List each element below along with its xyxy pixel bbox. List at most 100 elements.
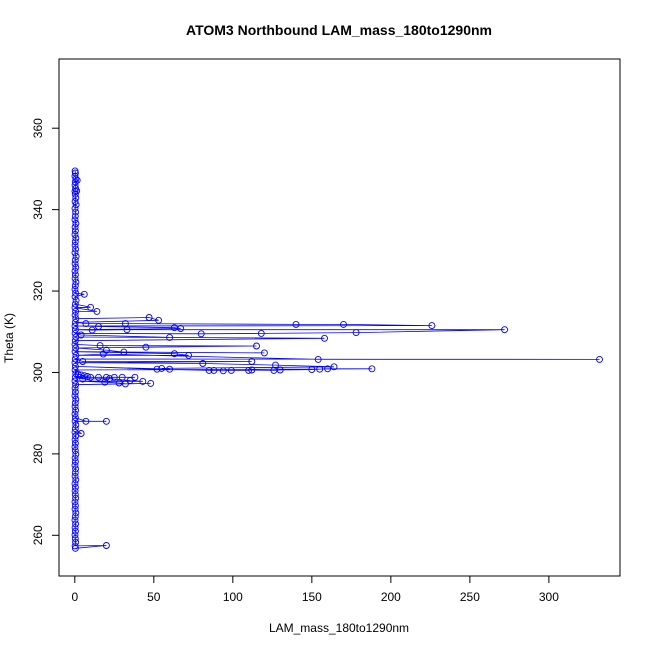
- data-point: [72, 201, 80, 209]
- data-point: [71, 204, 79, 212]
- data-point: [71, 384, 79, 392]
- data-point: [73, 187, 81, 195]
- data-point: [71, 260, 79, 268]
- data-point: [71, 256, 79, 264]
- data-point: [71, 436, 79, 444]
- data-point: [72, 315, 80, 323]
- data-point: [72, 381, 80, 389]
- data-point: [71, 271, 79, 279]
- data-point: [71, 425, 79, 433]
- data-point: [72, 289, 80, 297]
- data-point: [71, 505, 79, 513]
- data-point: [71, 410, 79, 418]
- data-point: [71, 359, 79, 367]
- data-point: [185, 351, 193, 359]
- y-tick-label: 260: [31, 525, 45, 545]
- data-point: [71, 198, 79, 205]
- data-point: [71, 399, 79, 407]
- plot-frame: [58, 58, 621, 577]
- data-point: [245, 366, 253, 374]
- data-point: [72, 263, 80, 271]
- data-point: [72, 395, 80, 403]
- data-point: [93, 307, 101, 315]
- data-point: [71, 322, 79, 330]
- data-point: [71, 241, 79, 249]
- data-point: [88, 326, 96, 334]
- data-point: [139, 377, 147, 385]
- data-point: [71, 318, 79, 326]
- data-point: [71, 227, 79, 235]
- series-line: [74, 170, 600, 549]
- data-point: [72, 194, 80, 202]
- data-point: [77, 371, 85, 379]
- data-point: [71, 223, 79, 231]
- data-point: [321, 334, 328, 342]
- data-point: [72, 509, 80, 517]
- data-point: [155, 316, 163, 324]
- x-axis-title: LAM_mass_180to1290nm: [269, 621, 409, 635]
- data-point: [257, 329, 265, 337]
- data-point: [123, 326, 131, 334]
- data-point: [71, 340, 79, 348]
- data-point: [72, 252, 80, 260]
- data-point: [227, 366, 235, 374]
- data-point: [71, 414, 79, 422]
- data-point: [72, 344, 80, 352]
- data-point: [71, 472, 79, 480]
- data-point: [72, 220, 80, 227]
- data-point: [596, 355, 603, 363]
- data-point: [71, 439, 79, 447]
- data-point: [205, 366, 213, 374]
- data-point: [253, 342, 260, 350]
- data-point: [71, 454, 79, 462]
- data-point: [102, 542, 110, 549]
- data-point: [166, 333, 174, 341]
- data-point: [71, 274, 79, 282]
- data-point: [87, 303, 95, 311]
- data-point: [71, 527, 79, 535]
- data-point: [71, 428, 79, 436]
- data-point: [71, 417, 79, 425]
- x-tick-label: 100: [223, 590, 243, 604]
- x-tick-label: 300: [539, 590, 559, 604]
- data-point: [340, 320, 347, 328]
- data-point: [72, 234, 80, 242]
- data-point: [72, 351, 80, 359]
- data-point: [71, 461, 79, 469]
- data-point: [72, 245, 80, 253]
- data-point: [101, 378, 109, 386]
- data-point: [177, 325, 185, 332]
- data-point: [71, 502, 79, 510]
- data-point: [71, 480, 79, 488]
- data-point: [71, 498, 79, 506]
- data-point: [71, 443, 79, 451]
- y-tick-label: 340: [31, 199, 45, 219]
- data-point: [96, 342, 104, 350]
- data-point: [82, 417, 90, 425]
- data-point: [71, 362, 79, 370]
- data-point: [72, 208, 80, 216]
- data-point: [158, 364, 166, 372]
- data-point: [71, 311, 79, 319]
- data-point: [71, 216, 79, 224]
- data-point: [166, 365, 174, 373]
- data-point: [71, 355, 79, 363]
- data-point: [87, 373, 95, 381]
- data-point: [260, 349, 268, 357]
- data-point: [308, 366, 316, 374]
- data-point: [72, 520, 80, 528]
- data-point: [71, 190, 79, 198]
- data-point: [71, 373, 79, 381]
- x-tick-label: 0: [71, 590, 78, 604]
- data-point: [199, 360, 207, 367]
- data-point: [71, 178, 79, 186]
- data-point: [72, 421, 80, 429]
- data-point: [170, 350, 178, 358]
- data-point: [145, 314, 153, 321]
- data-point: [71, 212, 79, 220]
- data-point: [71, 403, 79, 411]
- data-point: [501, 326, 509, 334]
